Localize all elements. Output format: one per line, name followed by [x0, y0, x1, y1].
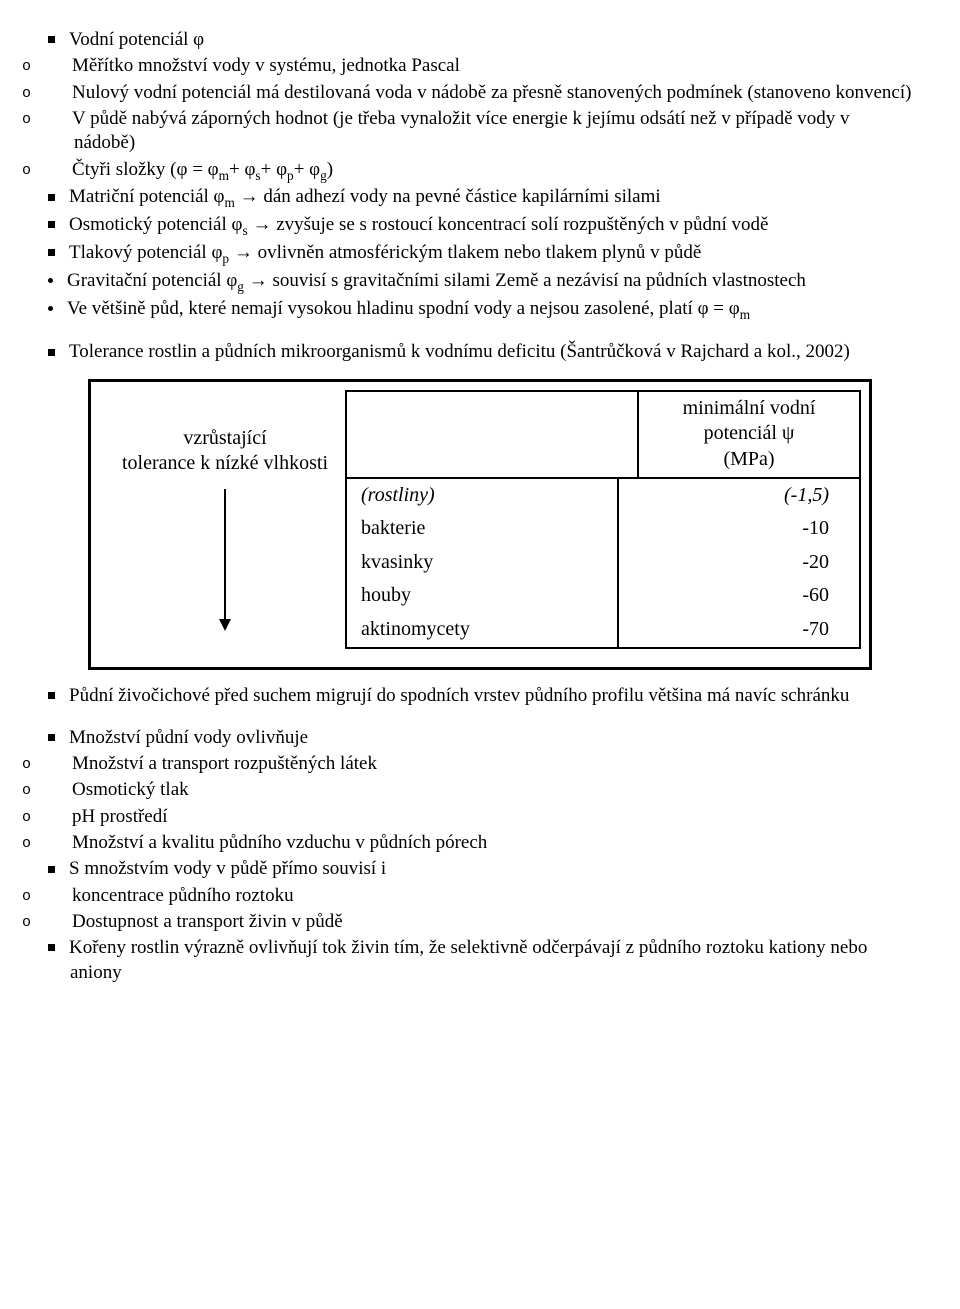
table-cell: -60 — [619, 579, 859, 613]
list-item: Měřítko množství vody v systému, jednotk… — [48, 54, 912, 78]
list-item: Osmotický tlak — [48, 778, 912, 802]
figure-left-label: vzrůstající tolerance k nízké vlhkosti — [105, 388, 345, 649]
table-cell: -10 — [619, 512, 859, 546]
text: S množstvím vody v půdě přímo souvisí i — [69, 858, 386, 879]
heading-vodni-potencial: Vodní potenciál φ — [48, 28, 912, 52]
table-header-cell — [347, 392, 639, 477]
list-item: Nulový vodní potenciál má destilovaná vo… — [48, 81, 912, 105]
text: Gravitační potenciál φg → souvisí s grav… — [67, 270, 806, 291]
list-item: Půdní živočichové před suchem migrují do… — [48, 684, 912, 708]
text: Tlakový potenciál φp → ovlivněn atmosfér… — [69, 242, 701, 263]
list-item: Čtyři složky (φ = φm+ φs+ φp+ φg) — [48, 158, 912, 184]
text: Ve většině půd, které nemají vysokou hla… — [67, 298, 750, 319]
list-item: Množství a transport rozpuštěných látek — [48, 752, 912, 776]
table-row: kvasinky -20 — [347, 546, 859, 580]
table-header-cell: minimální vodní potenciál ψ (MPa) — [639, 392, 859, 477]
text: Osmotický potenciál φs → zvyšuje se s ro… — [69, 214, 769, 235]
table-cell: (-1,5) — [619, 479, 859, 513]
text: koncentrace půdního roztoku — [72, 885, 294, 906]
table-cell: (rostliny) — [347, 479, 619, 513]
text: Vodní potenciál φ — [69, 29, 204, 50]
text: Dostupnost a transport živin v půdě — [72, 911, 343, 932]
heading-tolerance: Tolerance rostlin a půdních mikroorganis… — [48, 340, 912, 364]
table-cell: -20 — [619, 546, 859, 580]
table-row: aktinomycety -70 — [347, 613, 859, 647]
arrow-down-icon — [224, 489, 226, 629]
text: tolerance k nízké vlhkosti — [105, 451, 345, 477]
table-cell: houby — [347, 579, 619, 613]
list-item: Matriční potenciál φm → dán adhezí vody … — [48, 185, 912, 211]
text: pH prostředí — [72, 806, 168, 827]
text: Kořeny rostlin výrazně ovlivňují tok živ… — [69, 937, 867, 982]
table-row: bakterie -10 — [347, 512, 859, 546]
table-header: minimální vodní potenciál ψ (MPa) — [347, 392, 859, 479]
table-cell: bakterie — [347, 512, 619, 546]
list-item: pH prostředí — [48, 805, 912, 829]
list-item: Ve většině půd, které nemají vysokou hla… — [48, 297, 912, 323]
text: Množství půdní vody ovlivňuje — [69, 727, 308, 748]
text: Tolerance rostlin a půdních mikroorganis… — [69, 341, 850, 362]
text: Půdní živočichové před suchem migrují do… — [69, 685, 849, 706]
list-item: Gravitační potenciál φg → souvisí s grav… — [48, 269, 912, 295]
text: Osmotický tlak — [72, 779, 189, 800]
table-row: houby -60 — [347, 579, 859, 613]
table-row: (rostliny) (-1,5) — [347, 479, 859, 513]
figure-table: minimální vodní potenciál ψ (MPa) (rostl… — [345, 390, 861, 649]
text: Množství a kvalitu půdního vzduchu v půd… — [72, 832, 487, 853]
text: vzrůstající — [105, 426, 345, 452]
heading-souvisi: S množstvím vody v půdě přímo souvisí i — [48, 857, 912, 881]
table-cell: kvasinky — [347, 546, 619, 580]
text: minimální vodní potenciál ψ — [649, 396, 849, 447]
list-item: Množství a kvalitu půdního vzduchu v půd… — [48, 831, 912, 855]
list-item: Dostupnost a transport živin v půdě — [48, 910, 912, 934]
text: Měřítko množství vody v systému, jednotk… — [72, 55, 460, 76]
text: (MPa) — [649, 447, 849, 473]
text: Nulový vodní potenciál má destilovaná vo… — [72, 82, 911, 103]
text: Čtyři složky (φ = φm+ φs+ φp+ φg) — [72, 159, 333, 180]
list-item: Kořeny rostlin výrazně ovlivňují tok živ… — [48, 936, 912, 985]
text: Matriční potenciál φm → dán adhezí vody … — [69, 186, 661, 207]
list-item: Osmotický potenciál φs → zvyšuje se s ro… — [48, 213, 912, 239]
list-item: Tlakový potenciál φp → ovlivněn atmosfér… — [48, 241, 912, 267]
text: Množství a transport rozpuštěných látek — [72, 753, 377, 774]
table-cell: -70 — [619, 613, 859, 647]
heading-mnozstvi-ovlivnuje: Množství půdní vody ovlivňuje — [48, 726, 912, 750]
list-item: koncentrace půdního roztoku — [48, 884, 912, 908]
tolerance-figure: vzrůstající tolerance k nízké vlhkosti m… — [88, 379, 872, 670]
text: V půdě nabývá záporných hodnot (je třeba… — [72, 108, 850, 153]
table-cell: aktinomycety — [347, 613, 619, 647]
list-item: V půdě nabývá záporných hodnot (je třeba… — [48, 107, 912, 156]
